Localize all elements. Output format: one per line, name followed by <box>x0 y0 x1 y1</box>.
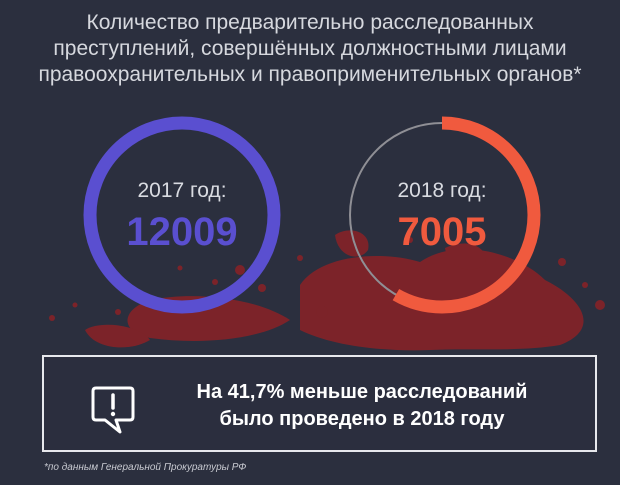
callout-text: На 41,7% меньше расследований было прове… <box>152 379 572 433</box>
donut-2: 2018 год: 7005 <box>343 116 541 314</box>
footnote: *по данным Генеральной Прокуратуры РФ <box>44 462 247 473</box>
year-label: 2017 год: <box>137 179 226 202</box>
value-label: 7005 <box>398 210 487 254</box>
donut-arc <box>83 116 281 314</box>
title-line-2: преступлений, совершённых должностными л… <box>53 37 567 60</box>
callout-line-2: было проведено в 2018 году <box>219 408 505 430</box>
year-label: 2018 год: <box>397 179 486 202</box>
chart-title: Количество предварительно расследованных… <box>0 10 620 88</box>
donut-1: 2017 год: 12009 <box>83 116 281 314</box>
title-line-1: Количество предварительно расследованных <box>86 11 534 34</box>
donut-arc <box>343 116 541 314</box>
exclamation-speech-bubble-icon <box>91 386 135 434</box>
title-line-3: правоохранительных и правоприменительных… <box>38 63 582 86</box>
callout-line-1: На 41,7% меньше расследований <box>196 381 528 403</box>
summary-callout: На 41,7% меньше расследований было прове… <box>42 355 597 452</box>
value-label: 12009 <box>126 210 237 254</box>
